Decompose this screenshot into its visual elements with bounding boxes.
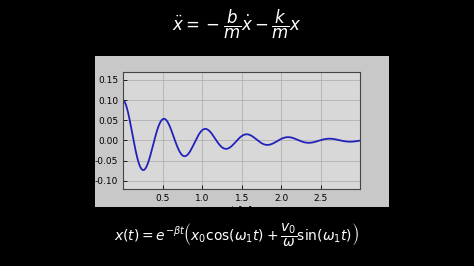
Text: $\ddot{x} = -\dfrac{b}{m}\dot{x} - \dfrac{k}{m}x$: $\ddot{x} = -\dfrac{b}{m}\dot{x} - \dfra… bbox=[172, 8, 302, 41]
Y-axis label: x [m]: x [m] bbox=[82, 117, 92, 144]
X-axis label: t [s]: t [s] bbox=[231, 206, 252, 215]
Text: $x(t) = e^{-\beta t}\left(x_0\cos(\omega_1 t)+\dfrac{v_0}{\omega}\sin(\omega_1 t: $x(t) = e^{-\beta t}\left(x_0\cos(\omega… bbox=[115, 221, 359, 248]
